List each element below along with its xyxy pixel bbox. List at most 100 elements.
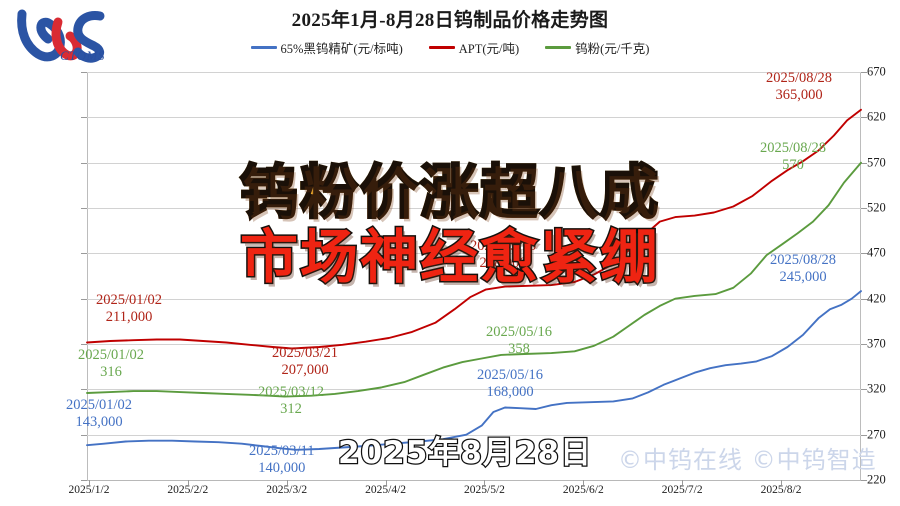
y-tick-right <box>861 117 867 119</box>
grid-line <box>87 344 861 345</box>
x-tick <box>781 480 783 485</box>
annotation-value: 140,000 <box>258 459 306 476</box>
data-annotation-conc-start: 2025/01/02 143,000 <box>66 397 132 430</box>
annotation-value: 168,000 <box>486 383 534 400</box>
legend-label: 65%黑钨精矿(元/标吨) <box>280 42 403 56</box>
y-tick-right <box>861 72 867 73</box>
grid-line <box>87 298 861 300</box>
legend-item-1[interactable]: APT(元/吨) <box>428 38 520 57</box>
chart-plot-area: 120,000150,000180,000210,000240,000270,0… <box>69 65 886 497</box>
y-tick-right <box>861 480 867 481</box>
annotation-value: 248,000 <box>479 254 527 271</box>
right-axis-line <box>860 72 861 480</box>
legend-label: APT(元/吨) <box>458 42 520 56</box>
y-axis-right-label: 320 <box>867 381 886 396</box>
y-tick-right <box>861 298 867 300</box>
data-annotation-apt-start: 2025/01/02 211,000 <box>96 292 162 325</box>
y-tick-left <box>81 208 87 209</box>
y-axis-right-label: 220 <box>867 472 886 487</box>
y-axis-right-label: 620 <box>867 109 886 124</box>
y-tick-left <box>81 253 87 255</box>
x-tick <box>484 480 486 485</box>
annotation-date: 2025/05/16 <box>486 324 553 340</box>
y-tick-left <box>81 434 87 436</box>
y-tick-left <box>81 480 87 481</box>
series-line-2 <box>86 161 862 398</box>
y-tick-left <box>81 389 87 391</box>
y-tick-left <box>81 117 87 119</box>
annotation-value: 245,000 <box>779 268 827 285</box>
date-stamp: 2025年8月28日 <box>337 434 593 473</box>
chart-legend: 65%黑钨精矿(元/标吨) APT(元/吨) 钨粉(元/千克) <box>0 38 900 57</box>
series-line-1 <box>86 108 862 350</box>
annotation-date: 2025/05/16 <box>477 367 544 383</box>
x-tick <box>682 480 684 485</box>
watermark: ©中钨在线 ©中钨智造 <box>618 446 877 474</box>
y-tick-right <box>861 162 867 164</box>
y-tick-right <box>861 344 867 345</box>
annotation-value: 570 <box>782 156 804 173</box>
annotation-value: 312 <box>280 400 302 417</box>
data-annotation-powder-end: 2025/08/28 570 <box>760 140 826 173</box>
annotation-date: 2025/01/02 <box>96 292 163 308</box>
x-axis-label: 2025/5/2 <box>464 484 505 496</box>
annotation-date: 2025/03/21 <box>272 345 339 361</box>
plot-frame <box>87 72 861 480</box>
annotation-value: 211,000 <box>105 308 153 325</box>
y-axis-right-label: 570 <box>867 155 886 170</box>
x-tick <box>583 480 585 485</box>
annotation-date: 2025/08/28 <box>770 252 837 268</box>
annotation-value: 316 <box>100 363 122 380</box>
x-tick <box>385 480 387 485</box>
legend-label: 钨粉(元/千克) <box>575 42 650 56</box>
y-tick-right <box>861 253 867 255</box>
grid-line <box>87 72 861 73</box>
x-axis-label: 2025/2/2 <box>167 484 209 496</box>
x-axis-label: 2025/8/2 <box>760 484 802 496</box>
data-annotation-apt-end: 2025/08/28 365,000 <box>766 70 832 103</box>
series-line-0 <box>86 290 862 451</box>
grid-line <box>87 117 861 119</box>
grid-line <box>87 253 861 255</box>
x-axis-label: 2025/6/2 <box>562 484 604 496</box>
annotation-date: 2025/08/28 <box>766 70 833 86</box>
data-annotation-conc-mar: 2025/03/11 140,000 <box>249 443 315 476</box>
annotation-value: 143,000 <box>75 413 123 430</box>
y-axis-right-label: 520 <box>867 200 886 215</box>
y-tick-left <box>81 344 87 345</box>
page-title: 2025年1月-8月28日钨制品价格走势图 <box>291 10 609 31</box>
data-annotation-powder-start: 2025/01/02 316 <box>78 347 144 380</box>
y-tick-right <box>861 434 867 436</box>
data-annotation-apt-may: 2025/05/16 248,000 <box>470 238 536 271</box>
x-axis-label: 2025/7/2 <box>661 484 703 496</box>
data-annotation-conc-may: 2025/05/16 168,000 <box>477 367 543 400</box>
y-axis-right-label: 370 <box>867 336 886 351</box>
annotation-value: 207,000 <box>281 361 329 378</box>
data-annotation-apt-mar: 2025/03/21 207,000 <box>272 345 338 378</box>
brand-logo: CTOMS <box>14 6 114 68</box>
data-annotation-conc-end: 2025/08/28 245,000 <box>770 252 836 285</box>
y-tick-left <box>81 72 87 73</box>
annotation-value: 358 <box>508 340 530 357</box>
annotation-date: 2025/01/02 <box>66 397 133 413</box>
y-axis-right-label: 470 <box>867 245 886 260</box>
data-annotation-powder-may: 2025/05/16 358 <box>486 324 552 357</box>
grid-line <box>87 208 861 209</box>
annotation-date: 2025/08/28 <box>760 140 827 156</box>
x-tick <box>187 480 189 485</box>
legend-swatch-icon <box>250 46 277 49</box>
y-tick-right <box>861 389 867 391</box>
data-annotation-powder-mar: 2025/03/12 312 <box>258 384 324 417</box>
grid-line <box>87 434 861 436</box>
y-tick-left <box>81 298 87 300</box>
logo-text: CTOMS <box>60 48 105 63</box>
y-axis-right-label: 270 <box>867 427 886 442</box>
x-tick <box>89 480 90 485</box>
annotation-date: 2025/01/02 <box>78 347 145 363</box>
legend-item-0[interactable]: 65%黑钨精矿(元/标吨) <box>250 38 403 57</box>
legend-item-2[interactable]: 钨粉(元/千克) <box>545 38 649 57</box>
grid-line <box>87 389 861 391</box>
annotation-value: 365,000 <box>775 86 823 103</box>
y-tick-right <box>861 208 867 209</box>
annotation-date: 2025/05/16 <box>470 238 537 254</box>
